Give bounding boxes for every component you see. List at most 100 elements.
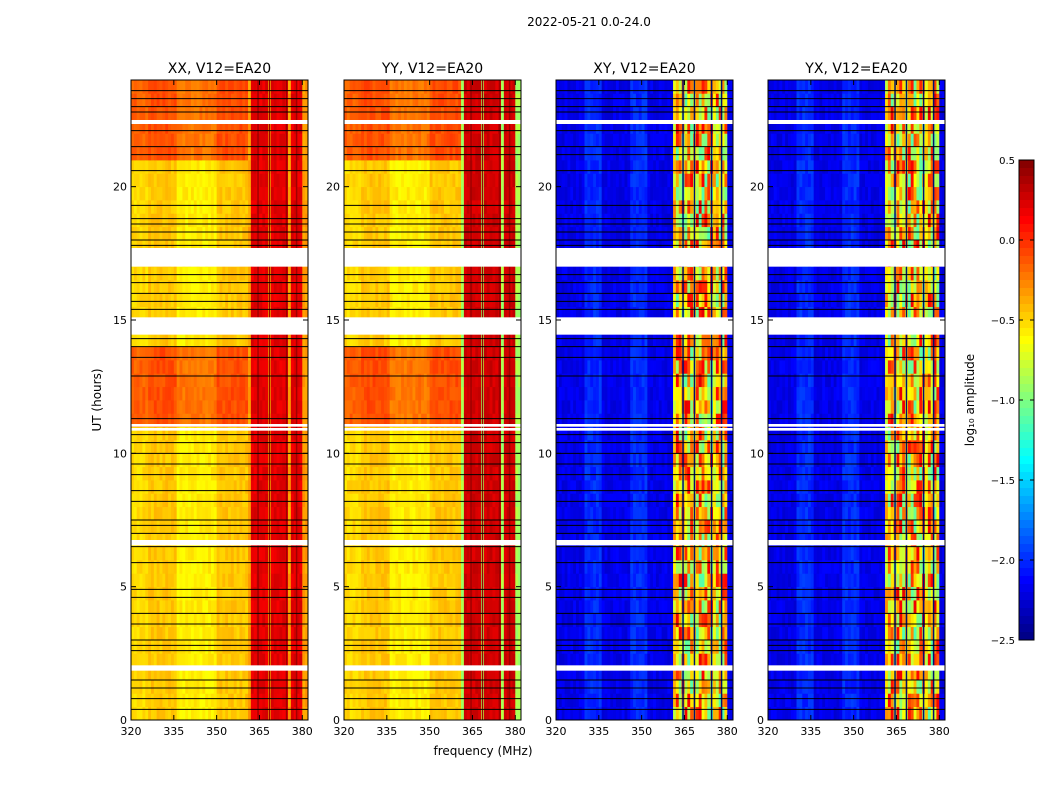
heatmap-cell [222, 200, 226, 214]
heatmap-cell [349, 186, 353, 201]
heatmap-cell [290, 226, 295, 241]
heatmap-cell [236, 520, 240, 534]
heatmap-cell [133, 186, 138, 201]
heatmap-cell [381, 626, 385, 641]
heatmap-cell [375, 160, 379, 174]
heatmap-cell [182, 653, 186, 668]
heatmap-cell [199, 80, 203, 94]
heatmap-cell [250, 600, 255, 614]
heatmap-cell [216, 186, 220, 201]
heatmap-cell [136, 280, 140, 294]
heatmap-cell [242, 80, 246, 94]
heatmap-cell [236, 93, 240, 108]
heatmap-cell [409, 133, 413, 148]
heatmap-cell [395, 413, 399, 428]
heatmap-cell [290, 666, 295, 681]
heatmap-cell [449, 640, 453, 654]
heatmap-cell [363, 373, 368, 388]
heatmap-cell [279, 80, 283, 94]
heatmap-cell [375, 266, 379, 281]
heatmap-cell [190, 706, 195, 721]
heatmap-cell [446, 293, 451, 308]
heatmap-cell [136, 613, 140, 628]
heatmap-cell [441, 600, 445, 614]
heatmap-cell [288, 493, 292, 508]
heatmap-cell [369, 706, 373, 721]
heatmap-cell [366, 280, 371, 294]
heatmap-cell [288, 573, 292, 588]
heatmap-cell [153, 453, 158, 468]
heatmap-cell [239, 346, 243, 361]
heatmap-cell [142, 186, 146, 201]
heatmap-cell [438, 333, 442, 348]
heatmap-cell [233, 226, 238, 241]
heatmap-cell [279, 626, 283, 641]
heatmap-cell [262, 573, 266, 588]
heatmap-cell [239, 306, 243, 321]
heatmap-cell [409, 293, 413, 308]
heatmap-cell [409, 186, 413, 201]
heatmap-cell [403, 133, 408, 148]
heatmap-cell [452, 146, 456, 161]
heatmap-cell [299, 626, 303, 641]
heatmap-cell [228, 106, 232, 121]
heatmap-cell [279, 653, 283, 668]
heatmap-cell [415, 573, 419, 588]
heatmap-cell [196, 680, 200, 694]
heatmap-cell [216, 693, 220, 708]
heatmap-cell [355, 133, 359, 148]
heatmap-cell [358, 120, 362, 134]
heatmap-cell [344, 333, 348, 348]
heatmap-cell [349, 586, 353, 601]
heatmap-cell [168, 293, 172, 308]
heatmap-cell [363, 386, 368, 401]
heatmap-cell [435, 280, 439, 294]
heatmap-cell [230, 240, 235, 254]
heatmap-cell [346, 173, 351, 188]
heatmap-cell [372, 613, 376, 628]
heatmap-cell [293, 613, 297, 628]
heatmap-cell [159, 213, 163, 228]
heatmap-cell [435, 386, 439, 401]
heatmap-cell [302, 706, 306, 721]
heatmap-cell [378, 293, 382, 308]
heatmap-cell [185, 386, 189, 401]
heatmap-cell [133, 333, 138, 348]
heatmap-cell [248, 146, 252, 161]
heatmap-cell [386, 386, 391, 401]
heatmap-cell [205, 200, 209, 214]
heatmap-cell [406, 680, 411, 694]
heatmap-cell [349, 626, 353, 641]
heatmap-cell [262, 146, 266, 161]
heatmap-cell [344, 80, 348, 94]
heatmap-cell [150, 80, 155, 94]
heatmap-cell [352, 386, 356, 401]
heatmap-cell [210, 400, 215, 414]
heatmap-cell [403, 453, 408, 468]
heatmap-cell [148, 333, 152, 348]
heatmap-cell [389, 280, 393, 294]
heatmap-cell [136, 506, 140, 521]
heatmap-cell [242, 173, 246, 188]
heatmap-cell [378, 546, 382, 561]
heatmap-cell [233, 706, 238, 721]
heatmap-cell [279, 200, 283, 214]
heatmap-cell [131, 333, 135, 348]
heatmap-cell [250, 80, 255, 94]
heatmap-cell [406, 240, 411, 254]
heatmap-cell [205, 293, 209, 308]
heatmap-cell [282, 200, 286, 214]
heatmap-cell [403, 306, 408, 321]
heatmap-cell [458, 653, 462, 668]
heatmap-cell [259, 653, 263, 668]
heatmap-cell [253, 640, 258, 654]
heatmap-cell [216, 520, 220, 534]
heatmap-cell [366, 466, 371, 481]
heatmap-cell [148, 466, 152, 481]
heatmap-cell [222, 640, 226, 654]
heatmap-cell [392, 400, 396, 414]
heatmap-cell [165, 480, 169, 494]
heatmap-cell [296, 173, 300, 188]
heatmap-cell [179, 306, 183, 321]
heatmap-cell [139, 560, 143, 574]
